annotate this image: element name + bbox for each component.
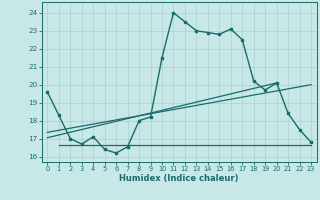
X-axis label: Humidex (Indice chaleur): Humidex (Indice chaleur) bbox=[119, 174, 239, 183]
